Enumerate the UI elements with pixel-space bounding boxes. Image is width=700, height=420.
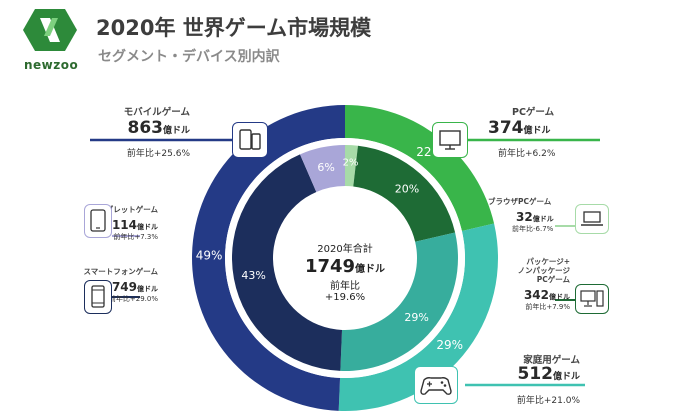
newzoo-logo-mark — [23, 9, 77, 51]
packaged-label-line-2: ノンパッケージ — [517, 266, 570, 275]
tablet-value-unit: 億ドル — [137, 223, 158, 231]
inner-slice-console — [340, 232, 458, 372]
tablet-label: タブレットゲーム — [98, 205, 158, 214]
newzoo-logo: newzoo — [20, 6, 80, 76]
outer-label-mobile: 49% — [196, 248, 223, 262]
mobile-value-unit: 億ドル — [162, 126, 190, 136]
packaged-growth: 前年比+7.9% — [525, 303, 570, 311]
monitor-icon — [432, 122, 468, 158]
console-label: 家庭用ゲーム — [523, 355, 580, 366]
gamepad-icon — [414, 366, 458, 404]
packaged-value: 342億ドル — [524, 284, 570, 303]
smartphone-icon-shape — [91, 285, 105, 308]
logo-text: newzoo — [24, 58, 79, 72]
browser-label: ブラウザPCゲーム — [488, 197, 552, 206]
tablet-icon-shape — [90, 209, 106, 232]
inner-slice-packaged-pc — [353, 145, 456, 242]
center-total-unit: 億ドル — [355, 264, 386, 275]
inner-label-packaged-pc: 20% — [395, 183, 419, 196]
page-title: 2020年 世界ゲーム市場規模 — [96, 16, 372, 40]
pc-growth: 前年比+6.2% — [498, 149, 556, 159]
center-summary: 2020年合計 1749億ドル 前年比 +19.6% — [290, 240, 400, 303]
console-growth: 前年比+21.0% — [516, 396, 580, 406]
smartphone-value-unit: 億ドル — [137, 285, 158, 293]
inner-slice-tablet — [300, 145, 345, 192]
console-value-number: 512 — [517, 364, 553, 384]
center-growth-label: 前年比 — [330, 281, 360, 292]
inner-label-browser: 2% — [343, 158, 359, 169]
mobile-value: 863億ドル — [127, 118, 190, 138]
center-total-label: 2020年合計 — [317, 244, 373, 255]
pc-value-number: 374 — [488, 118, 524, 138]
browser-value-unit: 億ドル — [532, 215, 554, 223]
browser-value-number: 32 — [516, 210, 533, 224]
page-subtitle: セグメント・デバイス別内訳 — [98, 49, 280, 65]
browser-value: 32億ドル — [516, 206, 554, 225]
tablet-value-number: 114 — [111, 218, 137, 232]
inner-label-console: 29% — [404, 311, 428, 324]
console-value-unit: 億ドル — [552, 372, 580, 382]
inner-label-tablet: 6% — [317, 161, 334, 174]
smartphone-value: 749億ドル — [112, 276, 158, 295]
tablet-icon — [84, 204, 112, 238]
mobile-label: モバイルゲーム — [123, 107, 190, 118]
inner-label-smartphone: 43% — [241, 269, 265, 282]
pc-label: PCゲーム — [512, 107, 555, 118]
packaged-value-unit: 億ドル — [549, 293, 570, 301]
outer-slice-mobile — [192, 105, 345, 411]
tablet-growth: 前年比+7.3% — [113, 233, 158, 241]
desktop-pc-icon — [575, 284, 609, 314]
monitor-icon-shape — [439, 130, 461, 150]
smartphone-value-number: 749 — [111, 280, 137, 294]
center-growth-value: +19.6% — [324, 292, 366, 303]
center-disc — [277, 190, 413, 326]
tablet-value: 114億ドル — [112, 214, 158, 233]
mobile-growth: 前年比+25.6% — [126, 149, 190, 159]
mobile-devices-icon — [232, 122, 268, 158]
inner-slice-smartphone — [231, 154, 343, 371]
packaged-label-line-1: パッケージ+ — [526, 257, 570, 266]
console-value: 512億ドル — [517, 364, 580, 384]
gamepad-icon-shape — [420, 377, 452, 395]
laptop-icon-shape — [581, 211, 603, 226]
smartphone-icon — [84, 280, 112, 314]
desktop-pc-icon-shape — [580, 290, 604, 307]
laptop-icon — [575, 204, 609, 234]
pc-value-unit: 億ドル — [523, 126, 551, 136]
center-total-value: 1749億ドル — [290, 256, 400, 277]
browser-growth: 前年比-6.7% — [512, 225, 554, 233]
center-total-number: 1749 — [304, 256, 356, 277]
packaged-value-number: 342 — [523, 288, 549, 302]
outer-slice-pc — [345, 105, 495, 231]
mobile-value-number: 863 — [127, 118, 163, 138]
mobile-devices-icon-shape — [239, 129, 261, 150]
packaged-label-line-3: PCゲーム — [536, 275, 570, 284]
outer-label-console: 29% — [436, 338, 463, 352]
smartphone-growth: 前年比+29.0% — [108, 295, 158, 303]
pc-value: 374億ドル — [488, 118, 551, 138]
inner-slice-browser — [345, 145, 358, 187]
smartphone-label: スマートフォンゲーム — [83, 267, 158, 276]
